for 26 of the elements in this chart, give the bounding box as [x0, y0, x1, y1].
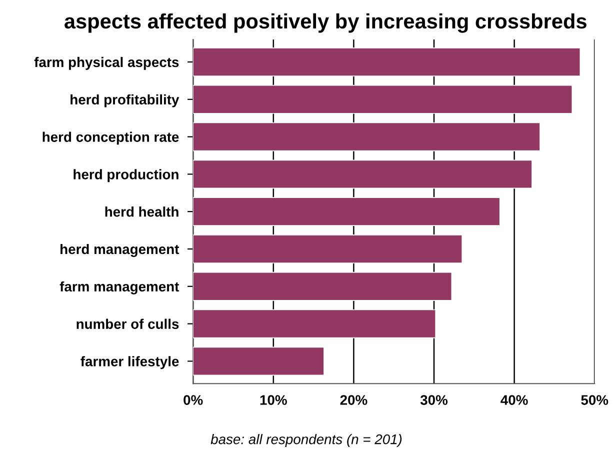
bar	[193, 84, 573, 114]
bar	[193, 309, 436, 338]
y-tick-label: herd management	[60, 244, 180, 257]
y-tick-label: number of culls	[76, 318, 179, 329]
x-tick-label: 10%	[260, 395, 287, 405]
bar	[193, 160, 532, 189]
x-tick-label: 0%	[184, 395, 203, 405]
y-tick-label: farmer lifestyle	[80, 356, 179, 370]
y-tick-label: farm management	[60, 281, 180, 294]
bar	[193, 197, 500, 226]
bar	[193, 272, 452, 301]
bar	[193, 122, 540, 152]
y-tick-label: herd production	[74, 169, 178, 182]
chart-title: aspects affected positively by increasing crossbreds	[64, 13, 586, 33]
text: base: all respondents (n = 201)	[210, 434, 402, 447]
bar	[193, 234, 463, 264]
x-tick-label: 20%	[340, 395, 368, 405]
y-tick-label: herd health	[105, 206, 178, 217]
bar	[193, 48, 581, 76]
x-tick-label: 40%	[500, 395, 528, 405]
bar	[193, 346, 324, 376]
y-tick-label: herd conception rate	[42, 132, 179, 145]
x-tick-label: 50%	[581, 395, 608, 405]
y-tick-label: farm physical aspects	[34, 56, 179, 70]
y-tick-label: herd profitability	[70, 94, 180, 108]
x-tick-label: 30%	[420, 395, 448, 405]
